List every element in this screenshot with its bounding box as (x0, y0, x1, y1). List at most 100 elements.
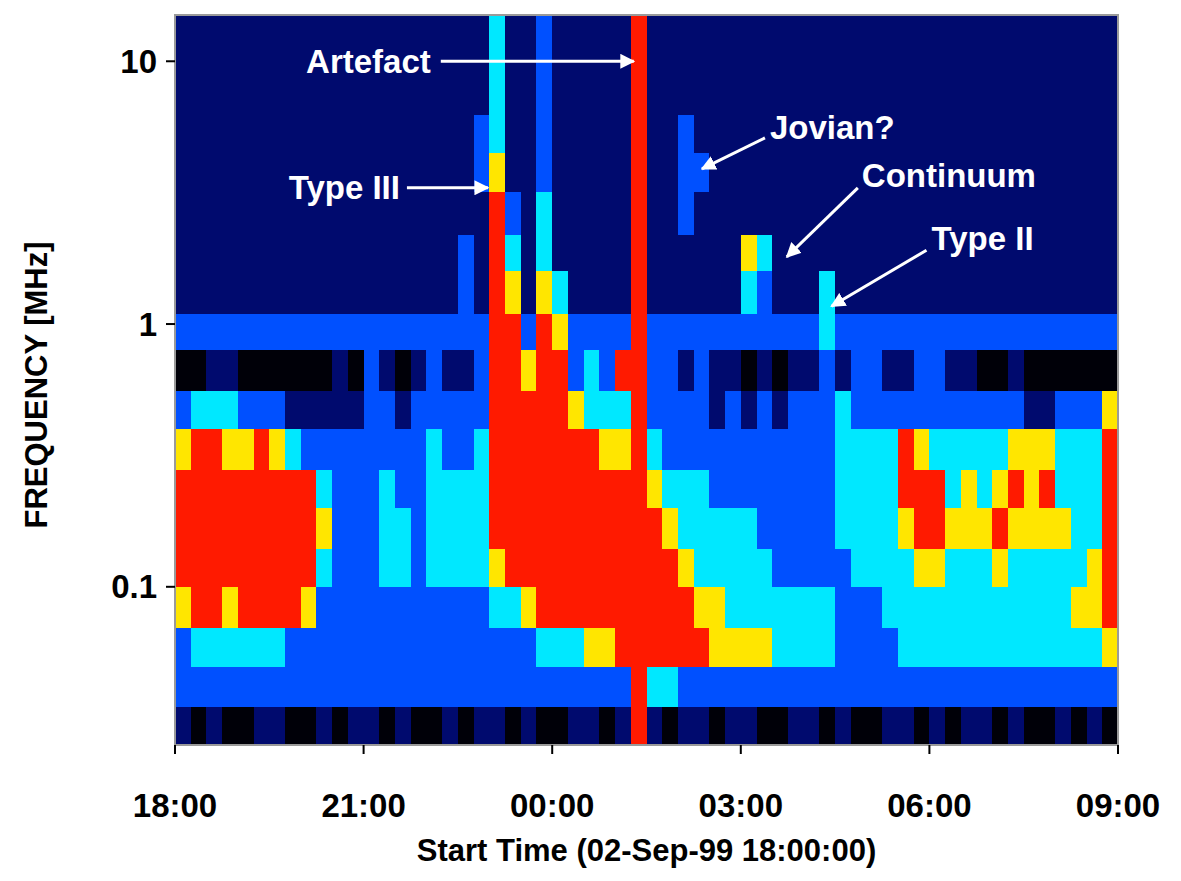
cell (851, 508, 867, 549)
cell (568, 587, 584, 628)
cell (599, 508, 615, 549)
cell (348, 469, 364, 508)
cell (1008, 270, 1024, 313)
cell (536, 114, 552, 153)
cell (647, 152, 663, 192)
cell (584, 429, 600, 470)
cell (442, 469, 458, 508)
cell (474, 191, 490, 234)
cell (662, 508, 678, 549)
cell (882, 270, 898, 313)
cell (1102, 270, 1118, 313)
cell (411, 666, 427, 707)
chart: 0.111018:0021:0000:0003:0006:0009:00Star… (0, 0, 1181, 881)
cell (1039, 469, 1055, 508)
cell (269, 666, 285, 707)
cell (788, 390, 804, 429)
cell (647, 508, 663, 549)
annotation-arrow (787, 188, 858, 257)
cell (191, 429, 207, 470)
cell (316, 666, 332, 707)
cell (206, 469, 222, 508)
cell (584, 469, 600, 508)
cell (914, 548, 930, 587)
cell (238, 469, 254, 508)
cell (741, 707, 757, 745)
cell (662, 234, 678, 271)
cell (332, 587, 348, 628)
cell (1071, 469, 1087, 508)
cell (568, 548, 584, 587)
cell (631, 349, 647, 390)
cell (851, 707, 867, 745)
cell (536, 73, 552, 114)
cell (709, 191, 725, 234)
cell (961, 469, 977, 508)
cell (536, 234, 552, 271)
cell (867, 707, 883, 745)
cell (599, 548, 615, 587)
cell (599, 469, 615, 508)
cell (772, 313, 788, 350)
cell (395, 390, 411, 429)
cell (882, 587, 898, 628)
cell (285, 666, 301, 707)
cell (379, 114, 395, 153)
cell (1024, 548, 1040, 587)
cell (254, 508, 270, 549)
cell (536, 349, 552, 390)
cell (442, 548, 458, 587)
cell (757, 587, 773, 628)
cell (442, 234, 458, 271)
cell (536, 390, 552, 429)
cell (678, 270, 694, 313)
cell (301, 234, 317, 271)
cell (867, 390, 883, 429)
cell (819, 234, 835, 271)
x-tick-label: 09:00 (1076, 787, 1160, 824)
cell (505, 270, 521, 313)
cell (1087, 508, 1103, 549)
cell (788, 587, 804, 628)
cell (474, 73, 490, 114)
cell (568, 707, 584, 745)
cell (348, 628, 364, 667)
cell (851, 548, 867, 587)
cell (694, 114, 710, 153)
cell (961, 429, 977, 470)
cell (348, 508, 364, 549)
cell (426, 234, 442, 271)
cell (442, 313, 458, 350)
cell (411, 234, 427, 271)
cell (348, 587, 364, 628)
cell (521, 548, 537, 587)
cell (1102, 114, 1118, 153)
cell (395, 270, 411, 313)
cell (254, 234, 270, 271)
cell (584, 548, 600, 587)
cell (285, 270, 301, 313)
cell (898, 666, 914, 707)
cell (882, 234, 898, 271)
cell (395, 628, 411, 667)
cell (552, 114, 568, 153)
cell (411, 152, 427, 192)
cell (175, 628, 191, 667)
cell (536, 429, 552, 470)
cell (725, 429, 741, 470)
cell (1055, 548, 1071, 587)
cell (1102, 390, 1118, 429)
cell (741, 429, 757, 470)
cell (285, 73, 301, 114)
cell (285, 548, 301, 587)
cell (332, 548, 348, 587)
cell (1087, 469, 1103, 508)
cell (647, 15, 663, 74)
cell (804, 469, 820, 508)
cell (898, 548, 914, 587)
cell (254, 429, 270, 470)
cell (914, 429, 930, 470)
cell (898, 313, 914, 350)
cell (521, 429, 537, 470)
cell (552, 587, 568, 628)
